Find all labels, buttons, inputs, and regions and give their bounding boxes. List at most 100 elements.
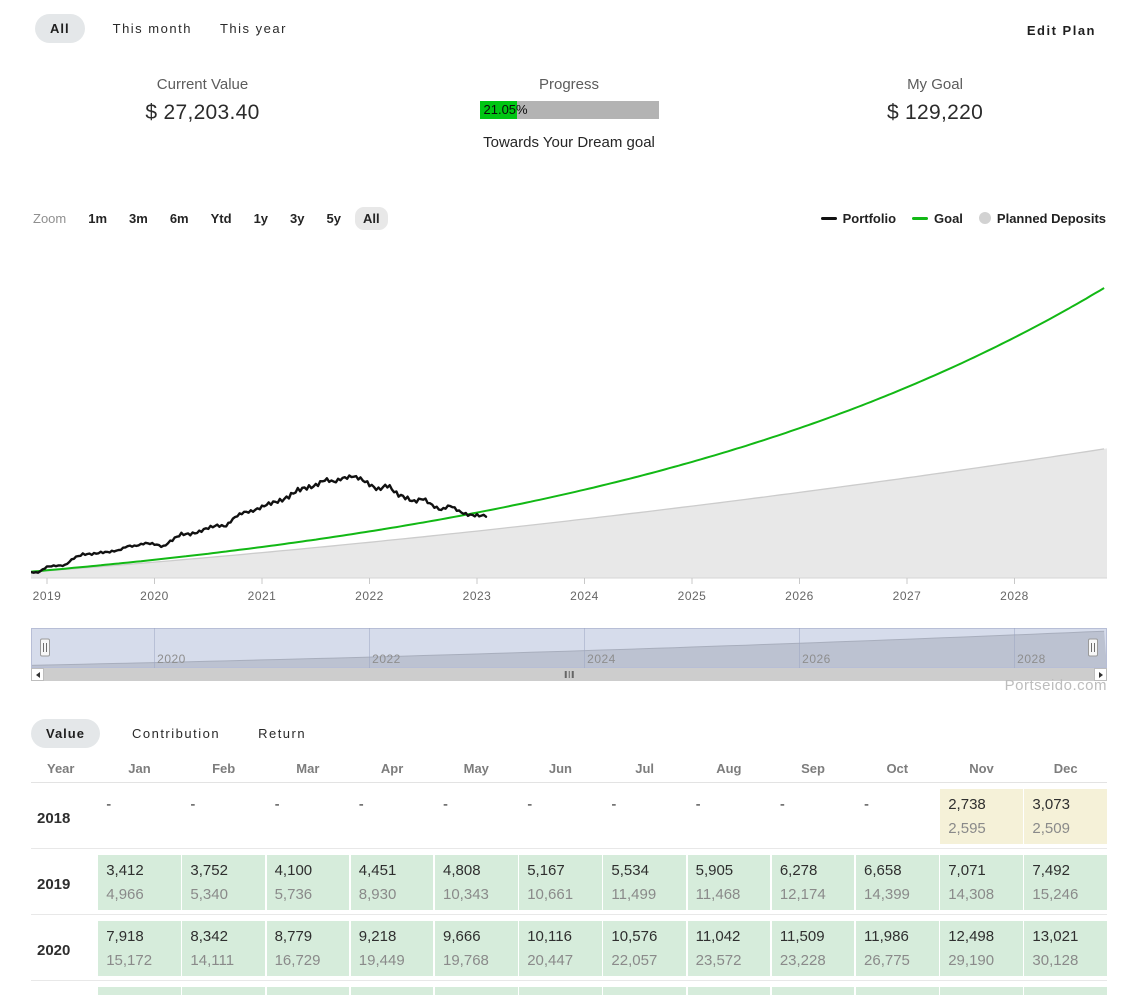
- progress-stat: Progress 21.05% Towards Your Dream goal: [449, 76, 689, 151]
- cell-goal-value: 3,412: [106, 862, 144, 879]
- legend-label: Planned Deposits: [996, 210, 1106, 226]
- progress-bar-fill: [479, 101, 518, 119]
- cell-goal-value: 6,278: [779, 862, 818, 879]
- chart-range-navigator[interactable]: 2020 2022 2024 2026 2028: [30, 628, 1107, 668]
- tab-contribution[interactable]: Contribution: [126, 726, 226, 741]
- navigator-year-label: 2028: [1017, 652, 1046, 666]
- month-cell: [435, 987, 518, 995]
- cell-portfolio-value: 12,174: [779, 886, 826, 903]
- zoom-button-1y[interactable]: 1y: [246, 207, 276, 230]
- zoom-button-ytd[interactable]: Ytd: [203, 207, 240, 230]
- cell-goal-value: 4,451: [358, 862, 397, 879]
- zoom-button-5y[interactable]: 5y: [319, 207, 349, 230]
- cell-goal-value: -: [274, 796, 280, 813]
- column-header-aug: Aug: [716, 760, 742, 776]
- navigator-selected-mask[interactable]: [31, 628, 1107, 668]
- x-axis-label: 2021: [248, 589, 277, 603]
- navigator-year-label: 2024: [587, 652, 616, 666]
- month-cell: 5,534 11,499: [603, 855, 686, 910]
- column-header-dec: Dec: [1053, 760, 1078, 776]
- cell-portfolio-value: 23,572: [695, 952, 742, 969]
- month-cell: [266, 987, 350, 995]
- column-header-mar: Mar: [296, 760, 320, 776]
- scrollbar-grip-icon[interactable]: [564, 671, 574, 678]
- zoom-button-3m[interactable]: 3m: [121, 207, 156, 230]
- cell-goal-value: 10,116: [527, 928, 572, 945]
- scrollbar-left-arrow-icon[interactable]: [31, 668, 44, 681]
- legend-item-goal[interactable]: Goal: [912, 211, 963, 226]
- month-cell: 6,278 12,174: [771, 855, 855, 910]
- cell-goal-value: 8,779: [274, 928, 313, 945]
- month-cell: 10,116 20,447: [519, 921, 602, 976]
- month-cell: 7,492 15,246: [1024, 855, 1107, 910]
- zoom-button-3y[interactable]: 3y: [282, 207, 312, 230]
- cell-portfolio-value: 11,499: [611, 886, 657, 903]
- cell-portfolio-value: 10,661: [527, 886, 574, 903]
- portfolio-line: [29, 474, 488, 574]
- filter-this-year[interactable]: This year: [219, 21, 287, 36]
- cell-portfolio-value: 16,729: [274, 952, 321, 969]
- filter-all[interactable]: All: [35, 14, 85, 43]
- navigator-right-handle[interactable]: [1088, 638, 1098, 657]
- edit-plan-button[interactable]: Edit Plan: [1026, 23, 1096, 38]
- cell-goal-value: 2,738: [948, 796, 986, 813]
- goal-label: My Goal: [907, 76, 963, 93]
- month-cell: 13,021 30,128: [1024, 921, 1107, 976]
- month-cell: 11,042 23,572: [687, 921, 771, 976]
- month-cell: [687, 987, 771, 995]
- progress-bar: 21.05%: [479, 101, 659, 119]
- cell-goal-value: 3,073: [1032, 796, 1070, 813]
- month-cell: 2,738 2,595: [940, 789, 1023, 844]
- cell-portfolio-value: 10,343: [443, 886, 489, 903]
- cell-goal-value: 8,342: [190, 928, 228, 945]
- navigator-year-label: 2026: [802, 652, 831, 666]
- x-axis-label: 2028: [1000, 589, 1029, 603]
- cell-goal-value: 6,658: [864, 862, 902, 879]
- tab-return[interactable]: Return: [252, 726, 312, 741]
- month-cell: [350, 987, 434, 995]
- legend-item-portfolio[interactable]: Portfolio: [820, 211, 896, 226]
- month-cell: [603, 987, 686, 995]
- cell-portfolio-value: 19,768: [443, 952, 489, 969]
- portfolio-goal-chart[interactable]: 2019 2020 2021 2022 2023 2024 2025 2026 2027 2028: [29, 245, 1107, 605]
- cell-portfolio-value: 14,399: [864, 886, 910, 903]
- navigator-area: [31, 631, 1107, 668]
- cell-goal-value: 7,071: [948, 862, 986, 879]
- column-header-sep: Sep: [801, 760, 825, 776]
- month-cell: 8,779 16,729: [266, 921, 350, 976]
- month-cell: 10,576 22,057: [603, 921, 686, 976]
- filter-this-month[interactable]: This month: [112, 21, 192, 36]
- column-header-nov: Nov: [969, 760, 994, 776]
- cell-portfolio-value: 14,111: [190, 952, 235, 969]
- cell-goal-value: 4,808: [443, 862, 481, 879]
- navigator-left-handle[interactable]: [40, 638, 50, 657]
- scrollbar-right-arrow-icon[interactable]: [1094, 668, 1107, 681]
- x-axis-label: 2027: [893, 589, 922, 603]
- legend-line-icon: [820, 216, 837, 220]
- zoom-button-1m[interactable]: 1m: [80, 207, 115, 230]
- cell-goal-value: 5,905: [695, 862, 734, 879]
- cell-goal-value: 7,918: [106, 928, 144, 945]
- monthly-value-table: Year Jan Feb Mar Apr May Jun Jul Aug Sep Oct Nov Dec…: [31, 758, 1107, 995]
- cell-portfolio-value: 14,308: [948, 886, 995, 903]
- chart-scrollbar[interactable]: [31, 668, 1107, 681]
- cell-portfolio-value: 23,228: [779, 952, 826, 969]
- zoom-button-6m[interactable]: 6m: [162, 207, 197, 230]
- cell-goal-value: 3,752: [190, 862, 228, 879]
- legend-item-planned-deposits[interactable]: Planned Deposits: [978, 210, 1106, 226]
- current-value-label: Current Value: [156, 76, 249, 93]
- cell-portfolio-value: 11,468: [695, 886, 741, 903]
- tab-value[interactable]: Value: [31, 719, 100, 748]
- cell-portfolio-value: 2,595: [948, 820, 986, 837]
- zoom-button-all[interactable]: All: [354, 206, 388, 230]
- month-cell: [771, 987, 855, 995]
- cell-portfolio-value: 20,447: [527, 952, 574, 969]
- cell-portfolio-value: 19,449: [358, 952, 405, 969]
- year-cell: 2020: [37, 942, 71, 959]
- month-cell: 7,071 14,308: [940, 855, 1023, 910]
- month-cell: 4,808 10,343: [435, 855, 518, 910]
- legend-circle-icon: [978, 212, 991, 224]
- month-cell: -: [772, 789, 855, 844]
- cell-goal-value: 9,218: [358, 928, 397, 945]
- cell-goal-value: -: [779, 796, 785, 813]
